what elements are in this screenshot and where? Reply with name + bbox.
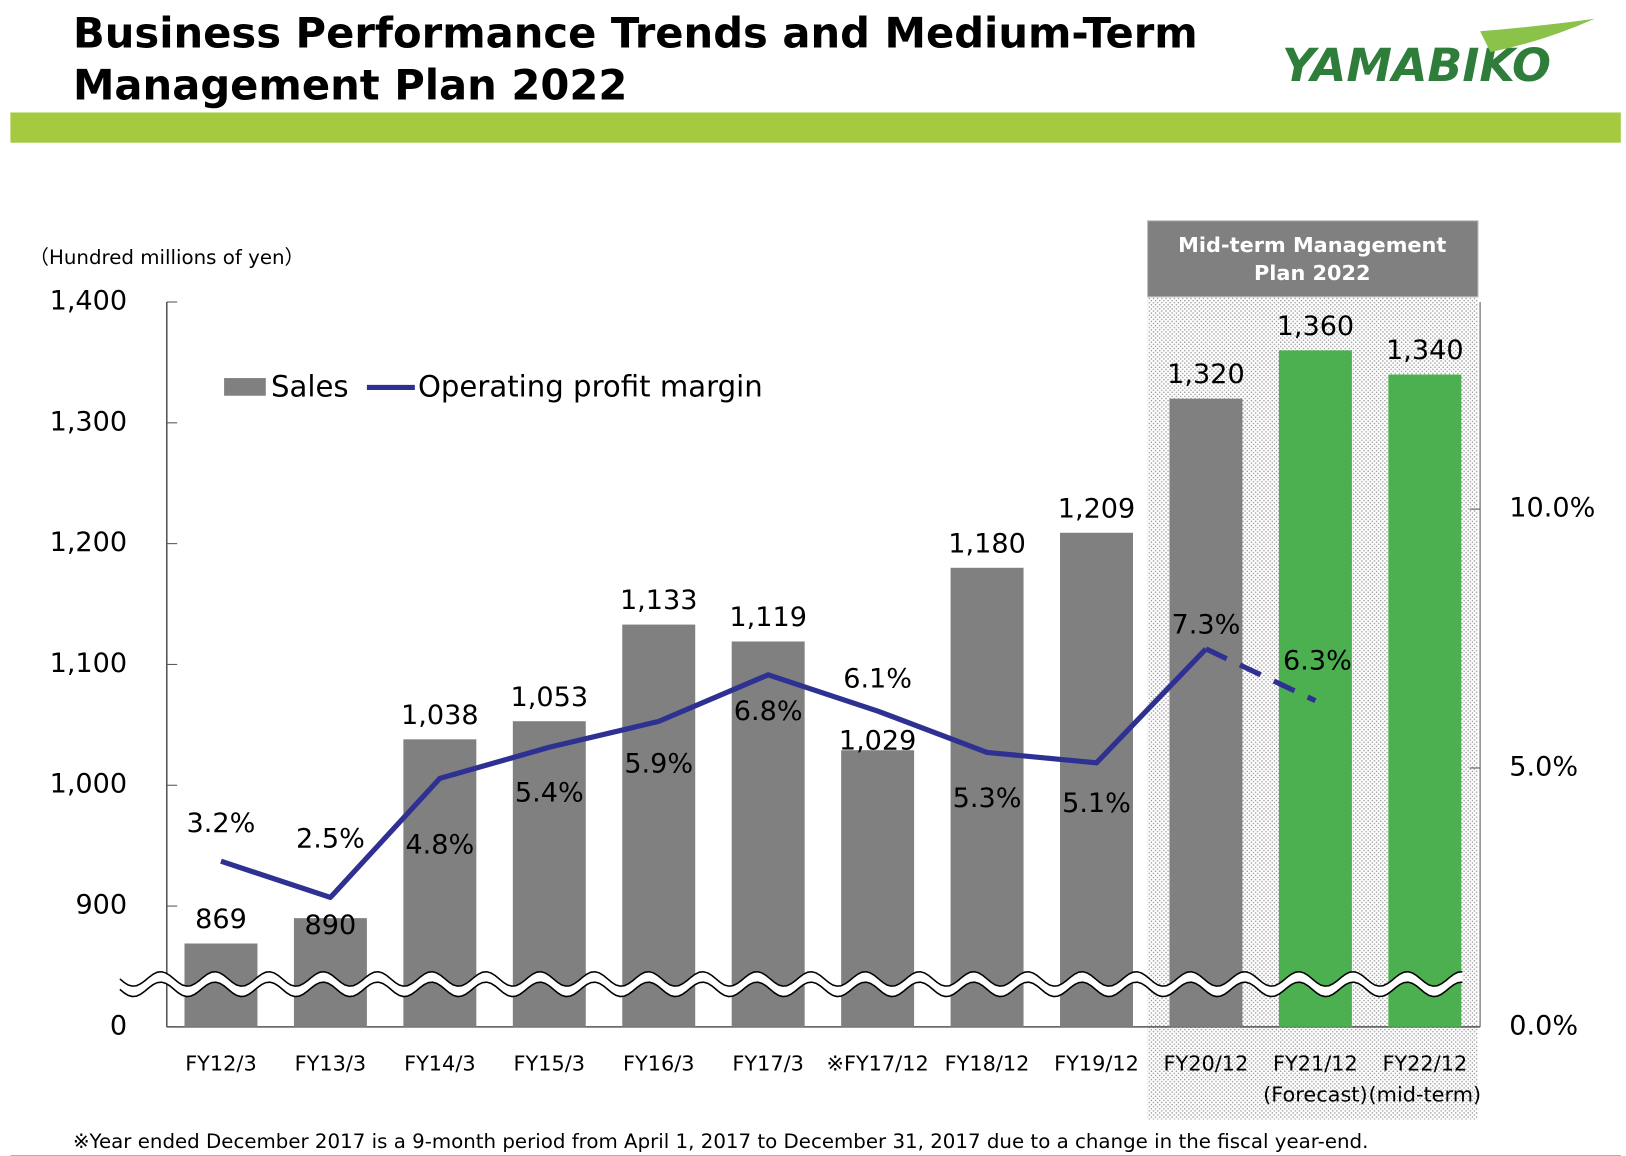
margin-line-forecast	[1204, 646, 1317, 704]
x-tick-label: FY15/3	[514, 1051, 586, 1075]
bar	[293, 918, 367, 1027]
bar	[622, 624, 696, 1027]
y-tick-label: 1,200	[50, 527, 128, 558]
margin-value-label: 6.1%	[843, 663, 912, 694]
bar-value-label: 890	[305, 910, 357, 941]
logo-swoosh	[1480, 18, 1595, 53]
bar-value-label: 1,180	[948, 528, 1026, 559]
bar	[731, 641, 805, 1027]
y-tick-label: 1,000	[50, 769, 128, 800]
axis-break-line	[119, 981, 1463, 998]
bar	[950, 567, 1024, 1027]
y-tick-label: 1,300	[50, 406, 128, 437]
y2-tick-label: 0.0%	[1509, 1010, 1578, 1041]
bar-value-label: 1,029	[839, 725, 917, 756]
margin-value-label: 5.1%	[1062, 788, 1131, 819]
margin-value-label: 2.5%	[296, 824, 365, 855]
margin-value-label: 6.3%	[1283, 646, 1352, 677]
bar-value-label: 1,133	[620, 585, 698, 616]
bar-value-label: 1,209	[1058, 493, 1136, 524]
margin-value-label: 5.3%	[953, 783, 1022, 814]
margin-line	[220, 647, 1208, 901]
bar	[1060, 532, 1133, 1027]
bar-value-label: 1,038	[401, 700, 479, 731]
bar-value-label: 1,053	[511, 682, 589, 713]
plan-box	[1147, 220, 1479, 298]
bar-value-label: 1,360	[1277, 311, 1355, 342]
x-tick-note: (mid-term)	[1369, 1083, 1482, 1107]
title: Business Performance Trends and Medium-T…	[73, 8, 1198, 57]
x-tick-label: FY22/12	[1382, 1051, 1467, 1075]
margin-value-label: 3.2%	[187, 808, 256, 839]
x-tick-label: ※FY17/12	[827, 1051, 929, 1075]
footnote: ※Year ended December 2017 is a 9-month p…	[73, 1130, 1368, 1153]
x-tick-label: FY13/3	[295, 1051, 367, 1075]
x-tick-label: FY14/3	[404, 1051, 476, 1075]
y-tick-label: 0	[110, 1010, 127, 1041]
x-tick-label: FY21/12	[1273, 1051, 1358, 1075]
x-tick-label: FY19/12	[1054, 1051, 1139, 1075]
margin-value-label: 5.4%	[515, 778, 584, 809]
x-tick-label: FY18/12	[945, 1051, 1030, 1075]
header-band	[10, 112, 1621, 143]
y-tick-label: 1,100	[50, 648, 128, 679]
plan-box-label: Mid-term Management Plan 2022	[1178, 233, 1446, 285]
plot: 869 FY12/3 890 FY13/3 1,038 FY14/3 1,053 FY15/3…	[119, 311, 1482, 1107]
y2-tick-label: 10.0%	[1509, 493, 1595, 524]
y-tick-label: 1,400	[50, 286, 128, 317]
y2-tick-label: 5.0%	[1509, 751, 1578, 782]
bar-value-label: 869	[195, 904, 247, 935]
bar	[1169, 398, 1243, 1027]
x-tick-note: (Forecast)	[1263, 1083, 1367, 1107]
margin-value-label: 4.8%	[405, 830, 474, 861]
x-tick-label: FY16/3	[623, 1051, 695, 1075]
title: Management Plan 2022	[73, 61, 627, 110]
bar-value-label: 1,320	[1167, 359, 1245, 390]
margin-value-label: 6.8%	[734, 696, 803, 727]
y-tick-label: 900	[75, 890, 127, 921]
bar-value-label: 1,340	[1386, 335, 1464, 366]
legend-label: Operating profit margin	[418, 369, 763, 403]
x-tick-label: FY12/3	[185, 1051, 257, 1075]
legend-swatch	[224, 378, 266, 396]
bar	[1388, 374, 1462, 1027]
x-tick-label: FY20/12	[1164, 1051, 1249, 1075]
bar-value-label: 1,119	[729, 602, 807, 633]
legend-label: Sales	[271, 369, 349, 403]
y-axis-label: （Hundred millions of yen）	[29, 246, 304, 269]
axis-break-line	[119, 970, 1463, 987]
margin-value-label: 5.9%	[624, 749, 693, 780]
margin-value-label: 7.3%	[1172, 610, 1241, 641]
x-tick-label: FY17/3	[732, 1051, 804, 1075]
